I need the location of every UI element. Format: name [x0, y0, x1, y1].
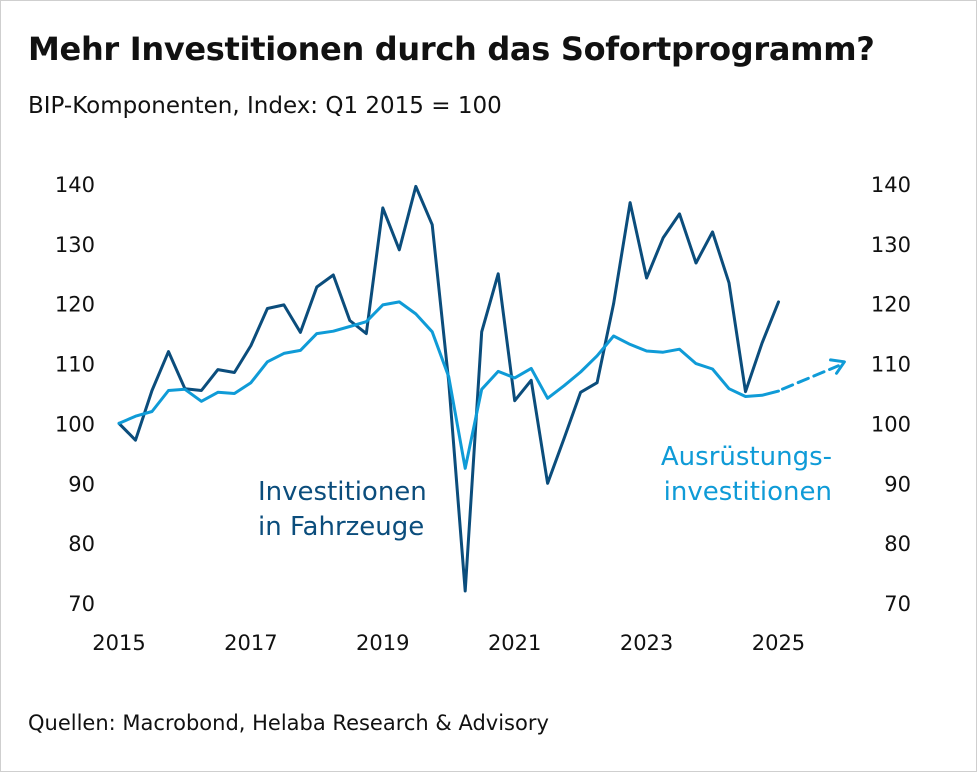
y-tick-label-left: 90 [68, 472, 95, 496]
series-line-fahrzeuge [117, 184, 780, 593]
y-tick-label-left: 130 [55, 233, 95, 257]
series-label-fahrzeuge: in Fahrzeuge [258, 512, 424, 542]
x-axis: 2015 2017 2019 2021 2023 2025 [92, 631, 805, 655]
y-tick-label-right: 120 [871, 293, 911, 317]
projection-arrowhead [829, 358, 846, 375]
x-tick-label: 2019 [356, 631, 409, 655]
y-tick-label-right: 140 [871, 173, 911, 197]
y-tick-label-left: 110 [55, 353, 95, 377]
y-tick-label-right: 80 [884, 532, 911, 556]
y-tick-label-left: 140 [55, 173, 95, 197]
y-tick-label-right: 130 [871, 233, 911, 257]
y-tick-label-left: 70 [68, 592, 95, 616]
x-tick-label: 2017 [224, 631, 277, 655]
x-tick-label: 2023 [620, 631, 673, 655]
source-note: Quellen: Macrobond, Helaba Research & Ad… [28, 711, 549, 735]
y-tick-label-right: 90 [884, 472, 911, 496]
series-labels: Investitionen in Fahrzeuge Ausrüstungs-inv… [258, 442, 832, 542]
x-tick-label: 2015 [92, 631, 145, 655]
projection-dashed-line [780, 364, 840, 391]
y-tick-label-left: 80 [68, 532, 95, 556]
x-tick-label: 2021 [488, 631, 541, 655]
series-label-fahrzeuge: Investitionen [258, 477, 427, 507]
series-label-ausruestung: investitionen [664, 477, 832, 507]
y-tick-label-right: 70 [884, 592, 911, 616]
series-line-ausruestung [117, 300, 780, 470]
y-axis-left: 140 130 120 110 100 90 80 70 [55, 173, 95, 616]
y-tick-label-left: 100 [55, 412, 95, 436]
x-tick-label: 2025 [752, 631, 805, 655]
chart-title: Mehr Investitionen durch das Sofortprogr… [28, 30, 875, 68]
series-label-ausruestung: Ausrüstungs- [661, 442, 832, 472]
y-tick-label-right: 110 [871, 353, 911, 377]
series-lines [117, 184, 846, 593]
y-tick-label-right: 100 [871, 412, 911, 436]
chart-subtitle: BIP-Komponenten, Index: Q1 2015 = 100 [28, 93, 502, 119]
y-tick-label-left: 120 [55, 293, 95, 317]
y-axis-right: 140 130 120 110 100 90 80 70 [871, 173, 911, 616]
